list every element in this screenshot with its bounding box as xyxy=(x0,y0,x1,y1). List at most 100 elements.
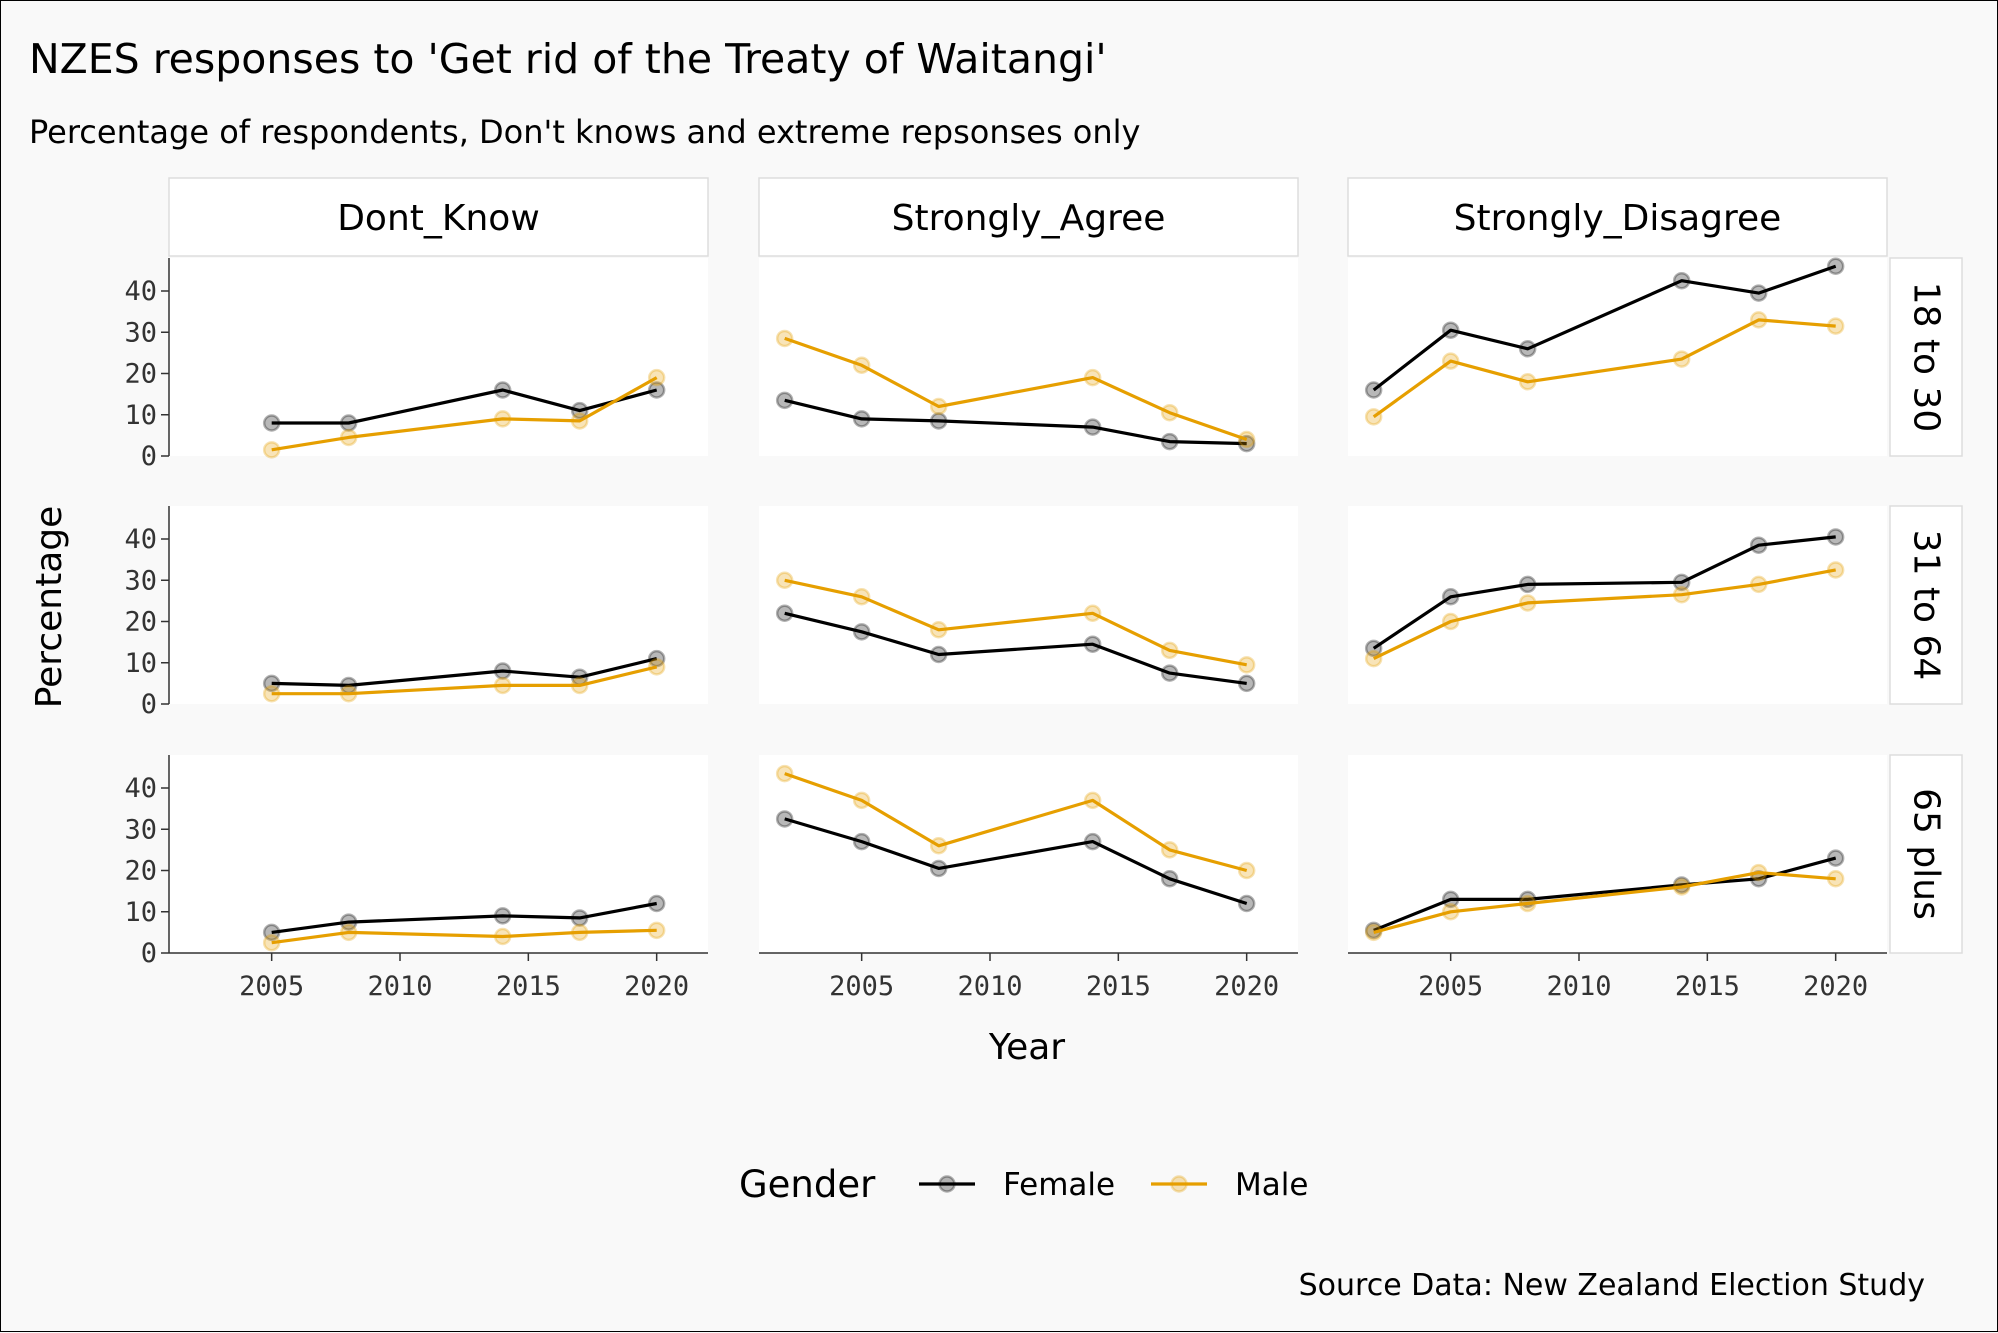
row-strip xyxy=(1889,754,1963,954)
data-point-female xyxy=(929,645,948,664)
data-point-male xyxy=(1364,923,1383,942)
data-point-male xyxy=(1441,903,1460,921)
row-strip-label: 31 to 64 xyxy=(1906,530,1947,681)
panel-strongly-agree-65-plus xyxy=(775,764,1256,913)
data-point-male xyxy=(775,329,794,348)
data-point-male xyxy=(1160,841,1179,859)
panel-strongly-disagree-65-plus xyxy=(1364,849,1845,942)
panel-background xyxy=(169,755,708,953)
data-point-male xyxy=(262,684,281,703)
panel-strongly-disagree-18-to-30 xyxy=(1364,257,1845,426)
series-line-male xyxy=(1372,318,1836,419)
series-line-male xyxy=(784,772,1248,873)
y-tick-label: 20 xyxy=(124,359,157,390)
x-tick-label: 2015 xyxy=(1675,971,1740,1002)
data-point-female xyxy=(1518,340,1537,358)
y-tick-label: 20 xyxy=(124,856,157,887)
panel-background xyxy=(1348,755,1887,953)
series-line-male xyxy=(271,928,657,945)
data-point-male xyxy=(339,684,358,703)
data-point-male xyxy=(1237,861,1256,880)
data-point-male xyxy=(852,791,871,810)
data-point-male xyxy=(1237,656,1256,674)
data-point-female xyxy=(262,923,281,942)
panel-background xyxy=(1348,258,1887,456)
row-strip-label: 65 plus xyxy=(1906,788,1947,920)
data-point-female xyxy=(1364,639,1383,658)
data-point-female xyxy=(852,832,871,851)
series-line-female xyxy=(784,817,1248,906)
data-point-female xyxy=(339,414,358,432)
data-point-female xyxy=(493,907,512,925)
data-point-male xyxy=(1749,311,1768,329)
panel-strongly-agree-18-to-30 xyxy=(775,329,1256,453)
y-tick-label: 40 xyxy=(124,773,157,804)
x-tick-label: 2015 xyxy=(1086,971,1151,1002)
data-point-male xyxy=(570,923,589,942)
legend: Gender Female Male xyxy=(739,1163,1308,1206)
data-point-male xyxy=(1083,368,1102,387)
y-tick-label: 20 xyxy=(124,607,157,638)
data-point-female xyxy=(1160,664,1179,682)
column-strip-label: Strongly_Disagree xyxy=(1454,198,1782,239)
row-strip xyxy=(1889,505,1963,705)
data-point-male xyxy=(1518,594,1537,612)
chart-caption: Source Data: New Zealand Election Study xyxy=(1299,1268,1925,1303)
x-tick-label: 2010 xyxy=(1546,971,1611,1002)
data-point-male xyxy=(1826,561,1845,579)
data-point-female xyxy=(493,381,512,399)
y-tick-label: 0 xyxy=(141,441,157,472)
data-point-female xyxy=(493,662,512,680)
series-line-male xyxy=(1373,870,1836,934)
data-point-male xyxy=(339,923,358,942)
series-line-male xyxy=(784,578,1247,667)
data-point-male xyxy=(647,368,666,387)
data-point-male xyxy=(647,658,666,676)
data-point-female xyxy=(1083,832,1102,851)
chart-subtitle: Percentage of respondents, Don't knows a… xyxy=(29,113,1140,151)
data-point-female xyxy=(1441,588,1460,606)
x-tick-label: 2005 xyxy=(829,971,894,1002)
data-point-female xyxy=(262,414,281,432)
x-tick-label: 2005 xyxy=(1418,971,1483,1002)
panel-background xyxy=(169,506,708,704)
panel-background xyxy=(759,506,1298,704)
data-point-male xyxy=(493,676,512,695)
data-point-female xyxy=(1083,418,1102,436)
column-strip-label: Dont_Know xyxy=(337,198,540,239)
data-point-female xyxy=(1749,536,1768,554)
legend-label-female: Female xyxy=(1003,1167,1115,1203)
series-line-male xyxy=(1373,568,1836,661)
y-tick-label: 10 xyxy=(124,897,157,928)
data-point-male xyxy=(493,410,512,428)
series-line-female xyxy=(1372,264,1837,392)
data-point-female xyxy=(1237,894,1256,913)
data-point-female xyxy=(775,604,794,622)
data-point-female xyxy=(570,401,589,420)
data-point-female xyxy=(1826,849,1845,867)
data-point-male xyxy=(775,764,794,783)
data-point-male xyxy=(1083,791,1102,810)
data-point-female xyxy=(775,391,794,410)
data-point-male xyxy=(1518,373,1537,391)
data-point-female xyxy=(262,674,281,693)
y-tick-label: 30 xyxy=(124,565,157,596)
series-line-female xyxy=(271,901,657,934)
series-line-female xyxy=(784,398,1247,446)
series-line-female xyxy=(784,611,1247,685)
y-tick-label: 0 xyxy=(141,689,157,720)
data-point-male xyxy=(1364,408,1383,426)
panel-dont-know-18-to-30 xyxy=(262,368,666,459)
series-line-female xyxy=(271,657,658,688)
data-point-male xyxy=(493,927,512,946)
data-point-female xyxy=(647,894,666,913)
data-point-female xyxy=(1441,321,1460,339)
data-point-male xyxy=(262,933,281,952)
legend-title: Gender xyxy=(739,1163,876,1206)
y-axis-title: Percentage xyxy=(29,506,70,709)
data-point-male xyxy=(1364,649,1383,668)
panel-dont-know-65-plus xyxy=(262,894,666,952)
series-line-male xyxy=(271,665,658,696)
series-line-male xyxy=(271,376,658,452)
